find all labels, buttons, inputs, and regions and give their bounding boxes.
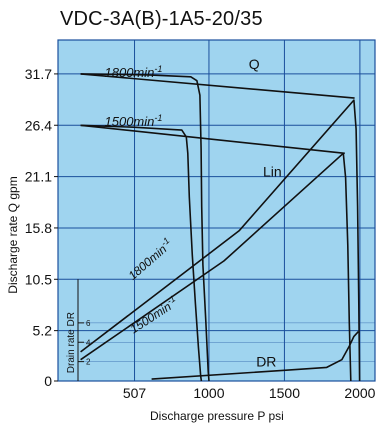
y-axis-label: Discharge rate Q gpm [6, 176, 20, 293]
x-tick-label: 507 [123, 385, 147, 401]
plot-background [58, 40, 375, 381]
plot-frame [57, 39, 376, 382]
series-line-dr [151, 331, 359, 380]
series-line-q [80, 73, 210, 382]
y-tick-label: 15.8 [25, 220, 52, 236]
x-tick-label: 1000 [193, 385, 224, 401]
y-tick-label: 10.5 [25, 271, 52, 287]
annotation-label: DR [256, 353, 276, 369]
drain-rate-axis: 2 4 6 Drain rate DR [66, 279, 375, 381]
y-tick-label: 0 [44, 373, 52, 389]
y-tick-labels: 0 5.2 10.5 15.8 21.1 26.4 31.7 [25, 66, 58, 389]
series-line-q [80, 124, 203, 382]
chart-title: VDC-3A(B)-1A5-20/35 [60, 8, 263, 30]
series-line-lin [80, 152, 352, 382]
y-tick-label: 26.4 [25, 117, 52, 133]
x-tick-label: 1500 [269, 385, 300, 401]
grid [57, 39, 376, 382]
annotation-label: Q [249, 56, 260, 72]
series-line-lin [80, 99, 361, 382]
annotation-label: 1800min-1 [105, 64, 163, 80]
annotation-label: Lin [263, 164, 282, 180]
series-lines [80, 73, 361, 382]
y-tick-label: 5.2 [33, 323, 53, 339]
drain-axis-label: Drain rate DR [66, 312, 77, 373]
x-tick-labels: 507 1000 1500 2000 [123, 385, 376, 401]
series-line-q-link-1500 [80, 124, 345, 155]
y-tick-label: 31.7 [25, 66, 52, 82]
x-tick-label: 2000 [344, 385, 375, 401]
drain-tick-label: 4 [86, 338, 91, 347]
series-line-q-link-1800 [80, 73, 355, 99]
annotation-label: 1500min-1 [105, 113, 163, 129]
y-tick-label: 21.1 [25, 169, 52, 185]
drain-tick-label: 2 [86, 358, 91, 367]
x-axis-label: Discharge pressure P psi [150, 409, 284, 423]
drain-tick-label: 6 [86, 319, 91, 328]
